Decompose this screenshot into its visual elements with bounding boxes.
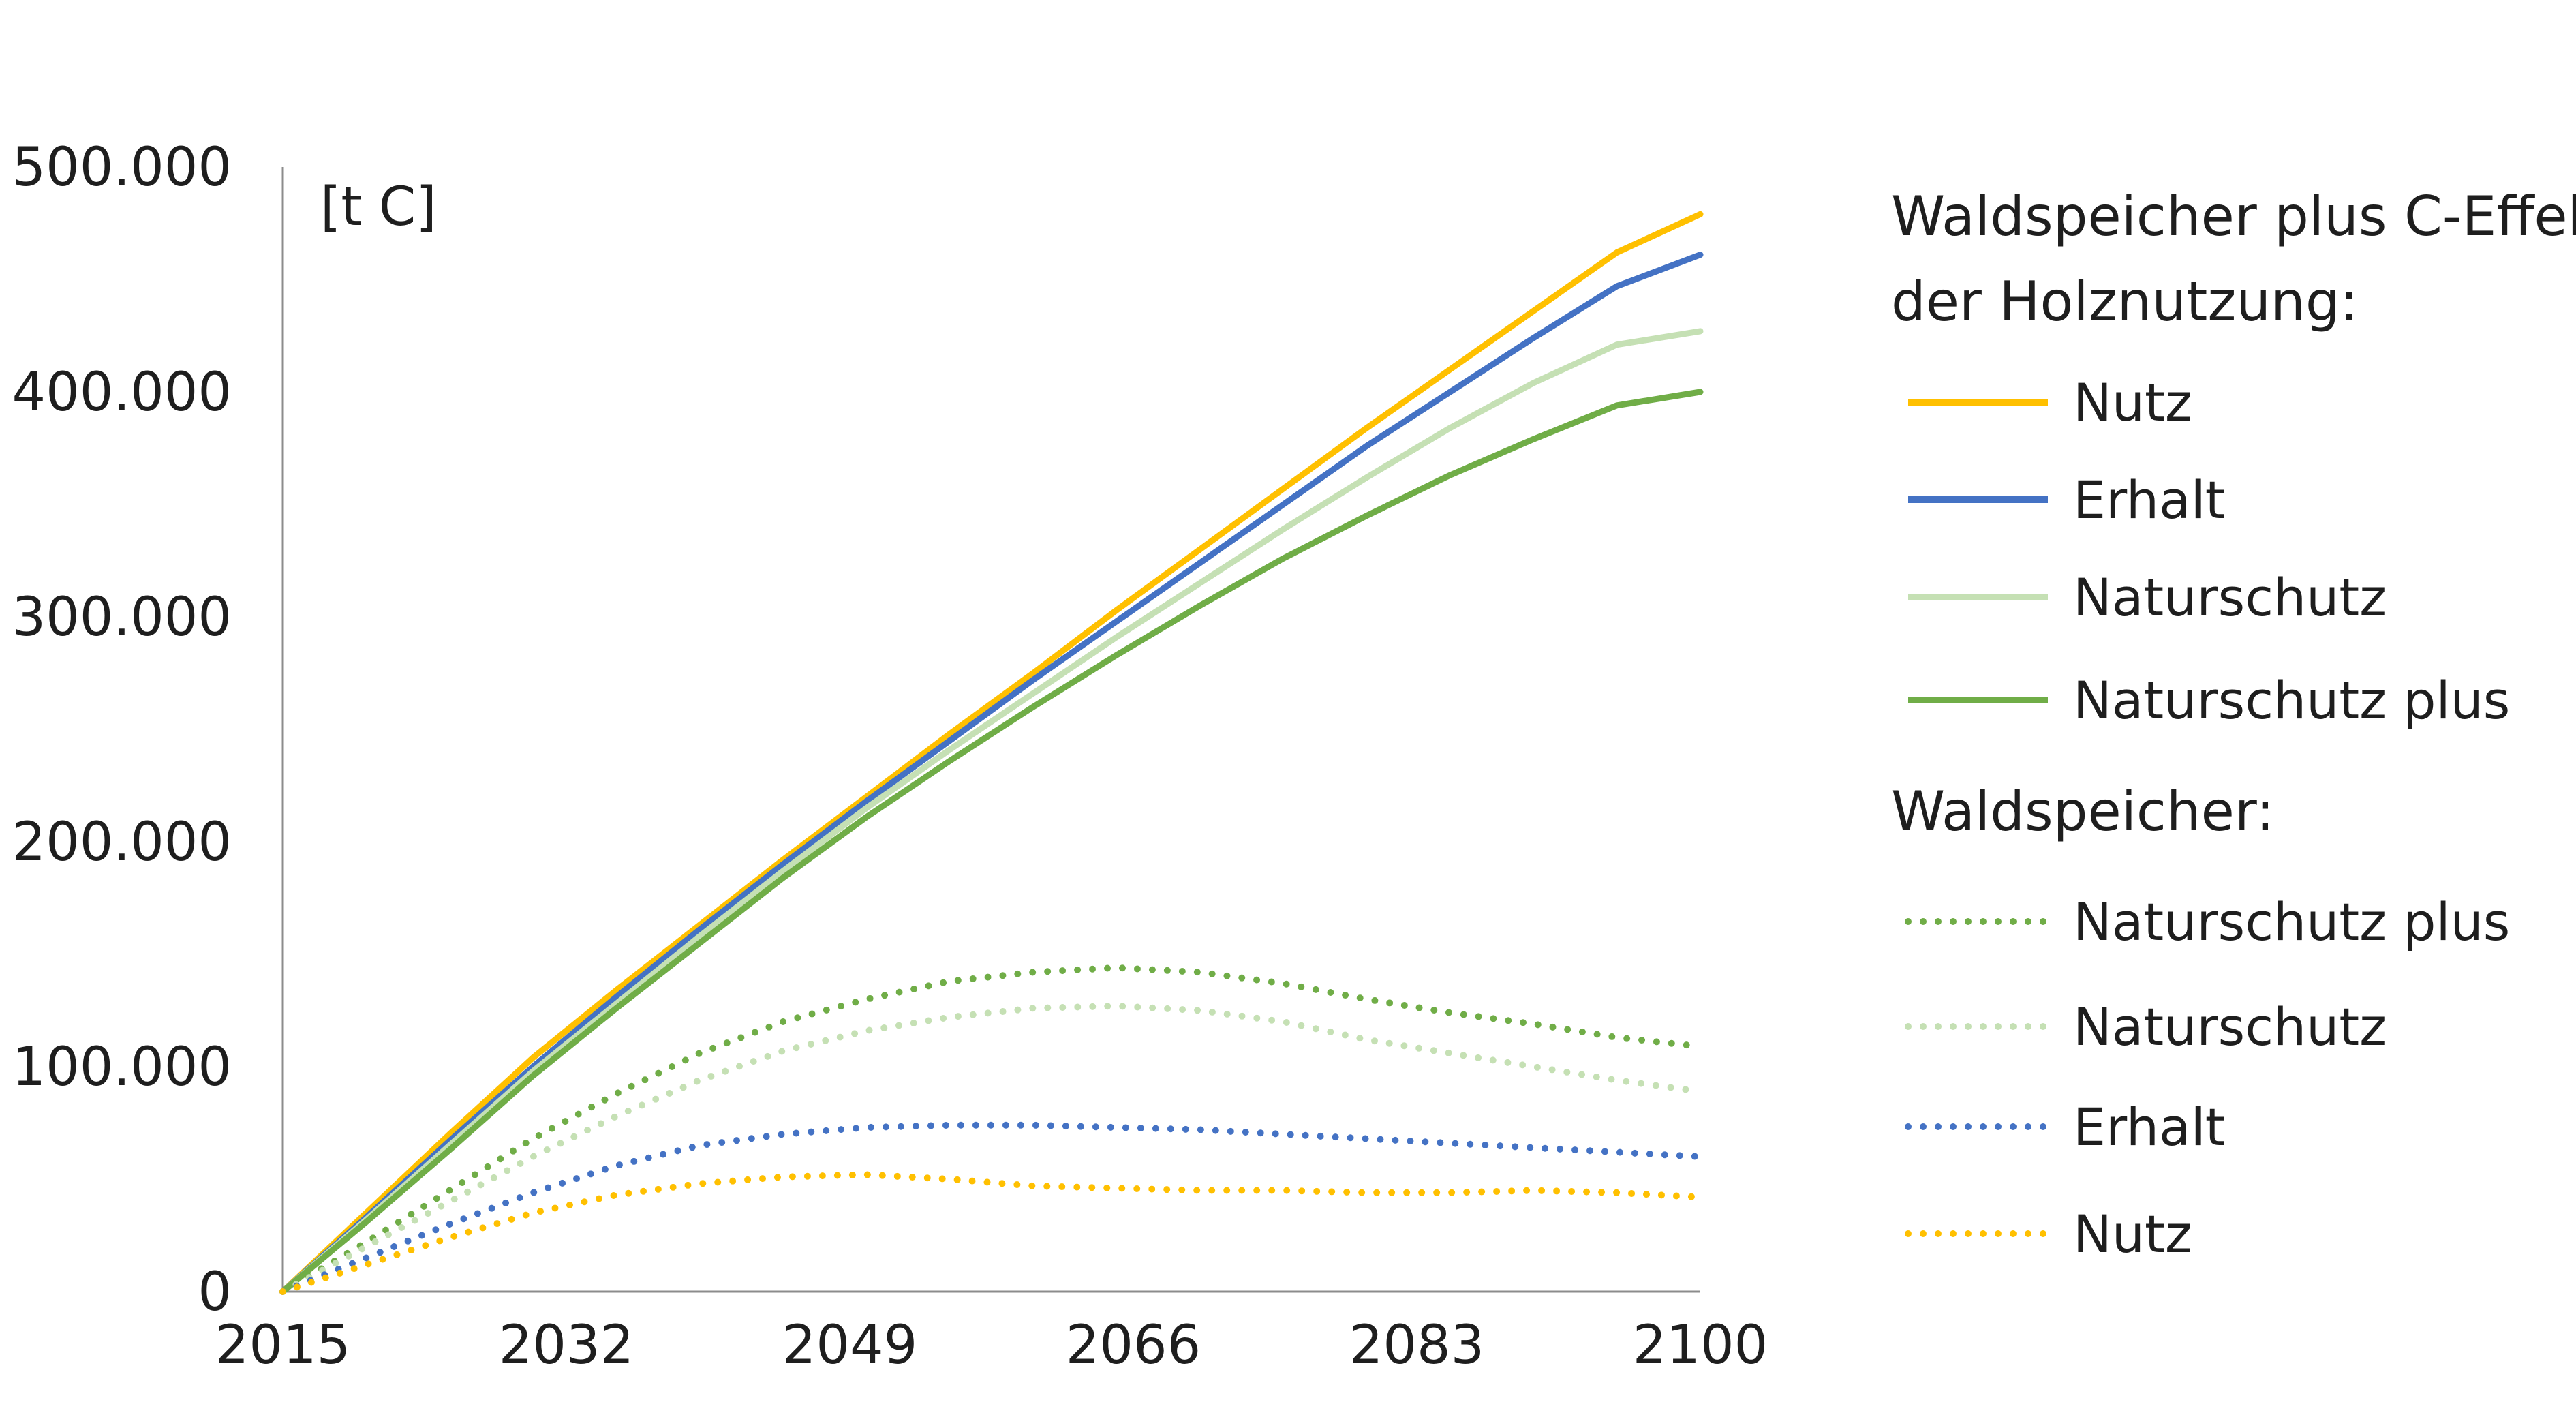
series-line-gesamt-naturschutz: [279, 328, 1704, 1295]
series-line-gesamt-nutz: [279, 211, 1704, 1295]
legend-label: Naturschutz plus: [2073, 892, 2510, 952]
legend-group-title: Waldspeicher:: [1891, 780, 2274, 843]
legend-label: Erhalt: [2073, 1097, 2226, 1157]
series-line-waldspeicher-erhalt: [279, 1121, 1704, 1295]
legend-group-title: Waldspeicher plus C-Effekte: [1891, 185, 2576, 248]
series-line-gesamt-erhalt: [279, 252, 1704, 1295]
legend-label: Naturschutz: [2073, 996, 2387, 1057]
y-unit-label: [t C]: [320, 177, 437, 238]
series-line-gesamt-naturschutz-plus: [279, 389, 1704, 1295]
y-tick-label: 0: [198, 1262, 232, 1323]
x-tick-label: 2015: [215, 1315, 351, 1376]
legend-group-title: der Holznutzung:: [1891, 270, 2359, 333]
y-tick-label: 400.000: [12, 362, 232, 423]
legend-label: Nutz: [2073, 1204, 2192, 1264]
series-line-waldspeicher-nutz: [279, 1171, 1704, 1295]
x-tick-label: 2100: [1633, 1315, 1768, 1376]
y-tick-label: 200.000: [12, 812, 232, 873]
legend-label: Naturschutz: [2073, 567, 2387, 628]
y-tick-label: 300.000: [12, 587, 232, 648]
x-tick-label: 2066: [1066, 1315, 1201, 1376]
y-tick-label: 100.000: [12, 1037, 232, 1098]
axes: 0 100.000 200.000 300.000 400.000 500.000 2015…: [12, 137, 1768, 1376]
x-tick-label: 2049: [782, 1315, 918, 1376]
legend-label: Nutz: [2073, 372, 2192, 433]
series-line-waldspeicher-naturschutz: [279, 1002, 1704, 1295]
series-layer: [279, 211, 1704, 1295]
legend-label: Erhalt: [2073, 470, 2226, 530]
x-tick-label: 2032: [499, 1315, 634, 1376]
x-tick-label: 2083: [1349, 1315, 1485, 1376]
series-line-waldspeicher-naturschutz-plus: [279, 964, 1704, 1295]
legend-label: Naturschutz plus: [2073, 670, 2510, 731]
y-tick-label: 500.000: [12, 137, 232, 198]
legend: Waldspeicher plus C-Effekte der Holznutzu…: [1891, 185, 2576, 1264]
